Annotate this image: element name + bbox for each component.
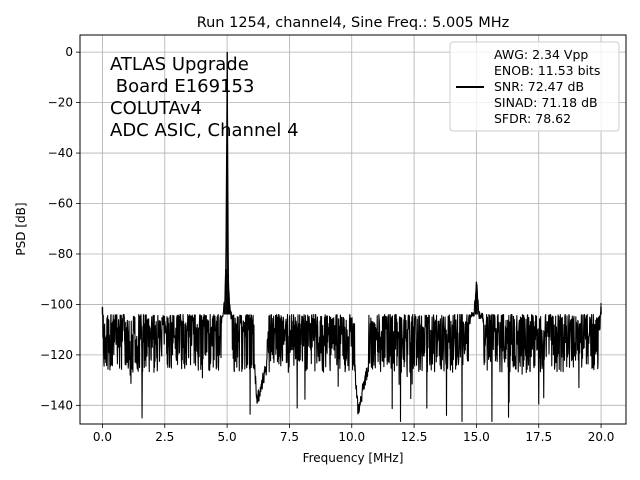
legend-entry: SINAD: 71.18 dB: [494, 95, 598, 110]
psd-series-line: [101, 69, 602, 423]
x-tick-label: 15.0: [463, 430, 490, 444]
x-tick-label: 17.5: [525, 430, 552, 444]
annotation-line: Board E169153: [110, 76, 254, 97]
x-tick-label: 10.0: [338, 430, 365, 444]
x-tick-label: 5.0: [218, 430, 237, 444]
legend-entry: SNR: 72.47 dB: [494, 79, 584, 94]
legend: AWG: 2.34 Vpp ENOB: 11.53 bits SNR: 72.4…: [449, 41, 620, 132]
annotation-block: ATLAS Upgrade Board E169153 COLUTAv4 ADC…: [110, 54, 299, 141]
legend-entry: ENOB: 11.53 bits: [494, 63, 600, 78]
y-tick-label: −80: [48, 247, 73, 261]
annotation-line: ATLAS Upgrade: [110, 54, 249, 75]
x-tick-label: 12.5: [401, 430, 428, 444]
x-tick-label: 0.0: [93, 430, 112, 444]
chart-title: Run 1254, channel4, Sine Freq.: 5.005 MH…: [197, 15, 510, 31]
y-tick-label: −20: [48, 96, 73, 110]
psd-trace: [101, 52, 602, 423]
y-tick-label: −40: [48, 146, 73, 160]
legend-entry: AWG: 2.34 Vpp: [494, 47, 588, 62]
x-axis-label: Frequency [MHz]: [303, 451, 404, 465]
annotation-line: COLUTAv4: [110, 98, 202, 119]
x-tick-label: 7.5: [280, 430, 299, 444]
plot-frame: [79, 34, 627, 425]
legend-entry: SFDR: 78.62: [494, 111, 571, 126]
y-axis-label: PSD [dB]: [14, 202, 28, 255]
legend-box: [449, 41, 620, 132]
x-axis-ticks: 0.0 2.5 5.0 7.5 10.0 12.5 15.0 17.5 20.0: [93, 424, 615, 444]
y-tick-label: −100: [40, 297, 73, 311]
y-axis-ticks: 0 −20 −40 −60 −80 −100 −120 −140: [40, 45, 80, 412]
y-tick-label: −120: [40, 348, 73, 362]
y-tick-label: −140: [40, 398, 73, 412]
annotation-line: ADC ASIC, Channel 4: [110, 120, 299, 141]
y-tick-label: −60: [48, 197, 73, 211]
y-tick-label: 0: [65, 45, 73, 59]
x-tick-label: 2.5: [155, 430, 174, 444]
x-tick-label: 20.0: [588, 430, 615, 444]
